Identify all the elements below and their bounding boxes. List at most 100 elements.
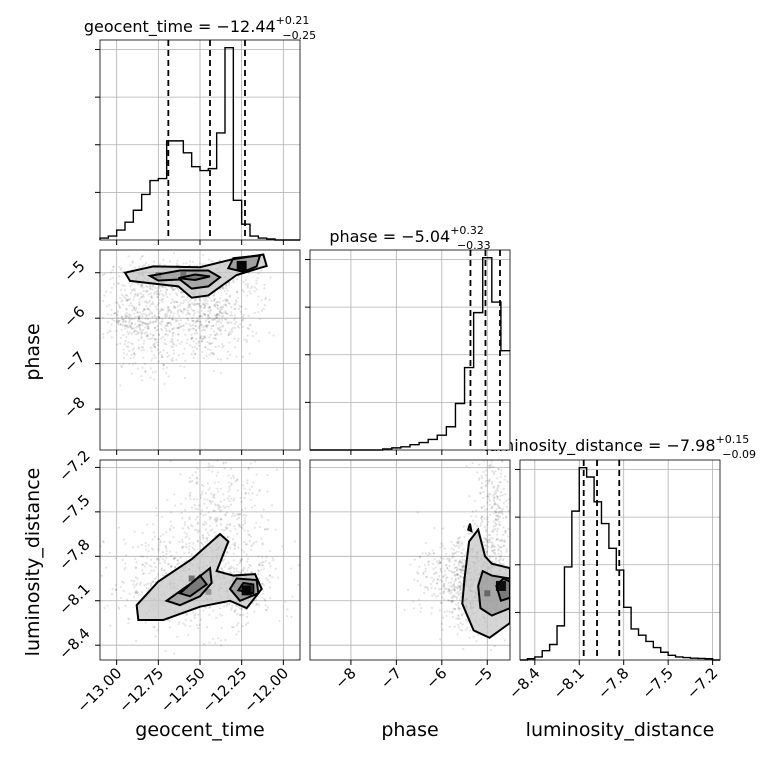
scatter-point [236, 478, 239, 481]
scatter-point [458, 564, 461, 567]
scatter-point [204, 513, 207, 516]
scatter-point [154, 326, 157, 329]
scatter-point [232, 552, 235, 555]
scatter-point [237, 513, 240, 516]
scatter-point [436, 594, 440, 597]
scatter-point [255, 282, 258, 285]
scatter-point [198, 529, 201, 533]
scatter-point [513, 631, 515, 633]
scatter-point [459, 568, 462, 571]
scatter-point [219, 487, 223, 490]
scatter-point [204, 319, 207, 323]
scatter-point [214, 302, 218, 305]
scatter-point [138, 325, 141, 328]
scatter-point [181, 295, 184, 298]
scatter-point [425, 586, 428, 589]
scatter-point [450, 577, 453, 580]
scatter-point [505, 548, 508, 551]
scatter-point [436, 560, 439, 563]
scatter-point [499, 557, 502, 560]
scatter-point [487, 541, 490, 544]
scatter-point [419, 556, 422, 559]
scatter-point [260, 537, 263, 540]
scatter-point [217, 637, 220, 640]
scatter-point [198, 299, 202, 302]
scatter-point [212, 509, 215, 512]
scatter-point [170, 358, 173, 362]
scatter-point [185, 532, 188, 535]
scatter-point [147, 327, 150, 331]
scatter-point [460, 571, 463, 574]
scatter-point [444, 569, 447, 572]
scatter-point [196, 522, 199, 525]
scatter-point [192, 319, 195, 322]
scatter-point [191, 346, 194, 349]
scatter-point [249, 498, 252, 501]
scatter-point [196, 332, 199, 335]
scatter-point [194, 329, 198, 332]
scatter-point [175, 320, 178, 323]
scatter-point [207, 314, 210, 317]
scatter-point [207, 310, 210, 313]
scatter-point [168, 626, 172, 629]
scatter-point [453, 580, 456, 583]
scatter-point [231, 566, 234, 569]
scatter-point [236, 291, 239, 294]
scatter-point [173, 504, 177, 507]
scatter-point [219, 333, 222, 336]
scatter-point [131, 260, 135, 263]
scatter-point [171, 334, 174, 337]
scatter-point [167, 375, 170, 378]
scatter-point [193, 548, 196, 551]
scatter-point [187, 457, 189, 459]
scatter-point [204, 263, 207, 266]
scatter-point [232, 499, 235, 502]
scatter-point [253, 599, 256, 602]
scatter-point [144, 322, 147, 325]
scatter-point [203, 324, 207, 328]
scatter-point [212, 324, 215, 327]
scatter-point [210, 528, 214, 531]
scatter-point [189, 619, 193, 622]
scatter-point [149, 367, 152, 370]
scatter-point [455, 597, 458, 600]
scatter-point [236, 489, 239, 492]
scatter-point [244, 491, 247, 495]
scatter-point [489, 493, 492, 496]
scatter-point [186, 309, 189, 312]
scatter-point [253, 286, 256, 289]
scatter-point [450, 601, 454, 604]
scatter-point [439, 587, 442, 591]
scatter-point [188, 302, 192, 306]
scatter-point [225, 299, 228, 302]
scatter-point [460, 565, 464, 568]
scatter-point [453, 625, 456, 628]
scatter-point [497, 468, 500, 471]
scatter-point [204, 329, 207, 332]
scatter-point [504, 475, 507, 478]
scatter-point [138, 316, 141, 319]
scatter-point [222, 462, 225, 465]
scatter-point [150, 565, 153, 568]
scatter-point [192, 542, 195, 545]
scatter-point [176, 310, 179, 314]
scatter-point [160, 298, 163, 301]
scatter-point [455, 592, 458, 595]
scatter-point [140, 335, 143, 338]
scatter-point [138, 300, 141, 304]
scatter-point [496, 477, 499, 480]
scatter-point [185, 313, 188, 316]
scatter-point [457, 577, 460, 580]
scatter-point [146, 334, 149, 337]
scatter-point [131, 342, 134, 346]
contour-line [228, 577, 260, 602]
scatter-point [441, 628, 444, 632]
scatter-point [177, 353, 180, 357]
scatter-point [454, 552, 457, 555]
scatter-point [455, 569, 459, 572]
scatter-point [177, 562, 181, 565]
scatter-point [195, 347, 198, 350]
scatter-point [151, 285, 154, 288]
scatter-point [498, 507, 501, 510]
scatter-point [468, 629, 472, 632]
